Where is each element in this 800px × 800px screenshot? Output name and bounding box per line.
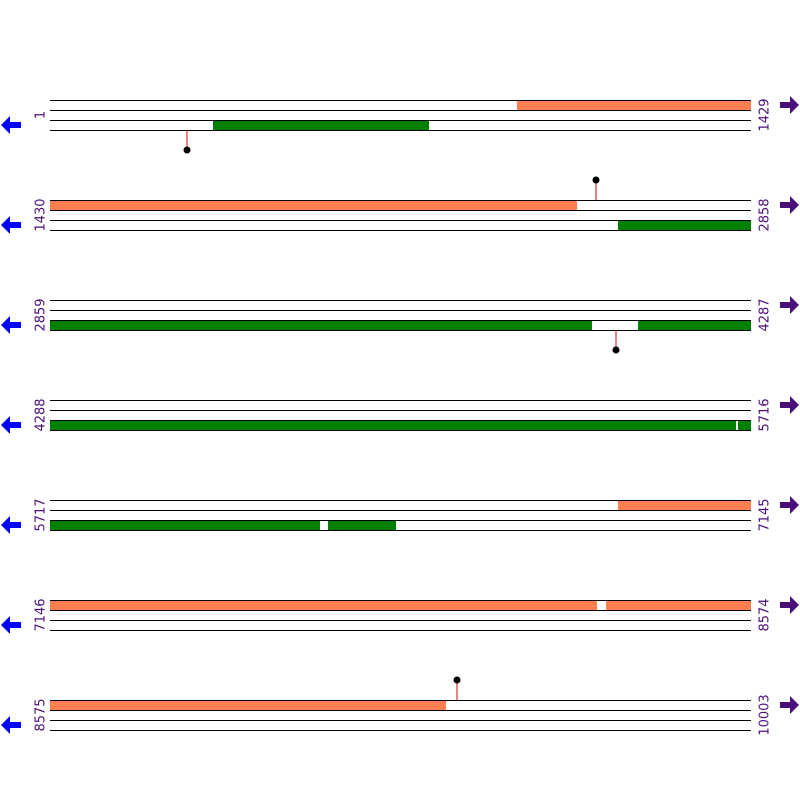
end-label: 7145 <box>758 498 773 531</box>
start-label: 8575 <box>34 698 49 731</box>
left-arrow <box>1 516 21 534</box>
start-label: 5717 <box>34 498 49 531</box>
left-arrow <box>1 716 21 734</box>
left-arrow <box>1 216 21 234</box>
start-label: 1430 <box>34 198 49 231</box>
end-label: 4287 <box>758 298 773 331</box>
site-dot <box>453 676 461 684</box>
feature-bar <box>50 700 446 710</box>
site-dot <box>183 146 191 154</box>
feature-bar <box>50 200 577 210</box>
feature-bar <box>50 320 592 330</box>
right-arrow <box>780 696 799 714</box>
end-label: 10003 <box>758 694 773 735</box>
right-arrow <box>780 596 799 614</box>
feature-bar <box>606 600 751 610</box>
right-arrow <box>780 296 799 314</box>
left-arrow <box>1 616 21 634</box>
feature-bar <box>738 420 751 430</box>
right-arrow <box>780 496 799 514</box>
right-arrow <box>780 96 799 114</box>
feature-bar <box>328 520 396 530</box>
end-label: 5716 <box>758 398 773 431</box>
site-dot <box>612 346 620 354</box>
feature-bar <box>618 220 751 230</box>
start-label: 2859 <box>34 298 49 331</box>
left-arrow <box>1 416 21 434</box>
end-label: 8574 <box>758 598 773 631</box>
feature-bar <box>50 600 597 610</box>
right-arrow <box>780 196 799 214</box>
left-arrow <box>1 316 21 334</box>
feature-bar <box>50 520 320 530</box>
right-arrow <box>780 396 799 414</box>
left-arrow <box>1 116 21 134</box>
feature-bar <box>50 420 736 430</box>
start-label: 4288 <box>34 398 49 431</box>
start-label: 7146 <box>34 598 49 631</box>
site-dot <box>592 176 600 184</box>
start-label: 1 <box>34 111 49 119</box>
feature-bar <box>213 120 429 130</box>
feature-bar <box>638 320 751 330</box>
end-label: 1429 <box>758 98 773 131</box>
end-label: 2858 <box>758 198 773 231</box>
feature-bar <box>618 500 751 510</box>
feature-bar <box>517 100 751 110</box>
